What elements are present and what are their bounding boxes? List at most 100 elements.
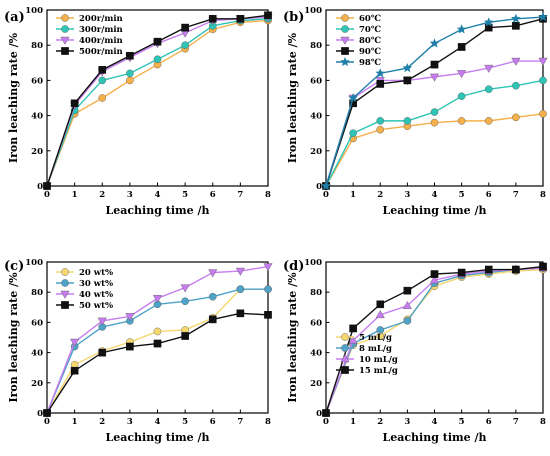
- data-point: [538, 57, 548, 66]
- data-point: [180, 284, 190, 293]
- y-tick-label: 100: [25, 258, 43, 268]
- legend-marker: [61, 279, 69, 287]
- data-point: [181, 332, 189, 340]
- data-point: [125, 313, 135, 322]
- x-tick-label: 6: [210, 417, 216, 427]
- data-point: [348, 92, 358, 103]
- y-tick-label: 0: [37, 409, 43, 419]
- data-point: [375, 310, 385, 319]
- legend-marker: [341, 366, 349, 374]
- data-point: [126, 69, 134, 78]
- y-tick-label: 100: [304, 258, 322, 268]
- legend-marker: [341, 47, 349, 55]
- x-tick-label: 0: [323, 417, 329, 427]
- data-point: [456, 24, 467, 34]
- y-tick-label: 60: [310, 76, 322, 86]
- series-15-ml-g: [322, 262, 547, 417]
- data-point: [264, 11, 272, 20]
- data-point: [349, 129, 357, 137]
- legend-label: 70℃: [359, 25, 381, 35]
- data-point: [376, 326, 385, 334]
- legend: 5 mL/g8 mL/g10 mL/g15 mL/g: [336, 333, 398, 376]
- data-point: [349, 324, 357, 333]
- x-tick-label: 0: [44, 417, 50, 427]
- x-tick-label: 4: [432, 417, 438, 427]
- legend-label: 200r/min: [79, 14, 123, 24]
- series-50-wt: [43, 309, 272, 417]
- data-point: [403, 286, 412, 295]
- data-point: [376, 125, 385, 134]
- y-tick-label: 20: [310, 147, 322, 157]
- data-point: [538, 11, 548, 22]
- x-tick-label: 6: [486, 190, 492, 200]
- legend-marker: [340, 56, 350, 67]
- series-line: [325, 79, 544, 187]
- legend-marker: [341, 14, 349, 22]
- x-tick-label: 0: [323, 190, 329, 200]
- data-point: [97, 317, 107, 326]
- legend-label: 40 wt%: [79, 290, 113, 300]
- series-30-wt: [43, 285, 272, 417]
- data-point: [512, 113, 520, 122]
- data-point: [70, 338, 80, 347]
- x-tick-label: 4: [155, 417, 161, 427]
- data-point: [429, 73, 440, 82]
- y-axis-label: Iron leaching rate /%: [286, 32, 299, 163]
- data-point: [429, 38, 440, 48]
- data-point: [264, 311, 272, 319]
- data-point: [512, 265, 520, 274]
- x-tick-label: 1: [72, 417, 78, 427]
- legend-label: 50 wt%: [79, 301, 113, 311]
- data-point: [152, 295, 163, 304]
- legend-marker: [61, 47, 69, 55]
- data-point: [208, 14, 217, 23]
- y-tick-label: 20: [31, 379, 43, 389]
- y-tick-label: 20: [310, 379, 322, 389]
- legend-label: 8 mL/g: [359, 344, 392, 354]
- y-tick-label: 60: [310, 318, 322, 328]
- data-point: [208, 269, 218, 278]
- data-point: [403, 317, 412, 325]
- x-tick-label: 5: [459, 417, 465, 427]
- x-tick-label: 1: [350, 417, 356, 427]
- data-point: [457, 117, 466, 125]
- legend-marker: [341, 25, 349, 33]
- data-point: [181, 297, 189, 306]
- y-tick-label: 20: [31, 147, 43, 157]
- data-point: [98, 66, 107, 74]
- data-point: [430, 270, 439, 278]
- x-tick-label: 5: [459, 190, 465, 200]
- data-point: [263, 263, 273, 272]
- data-point: [539, 262, 547, 271]
- data-point: [376, 80, 385, 88]
- x-tick-label: 0: [44, 190, 50, 200]
- data-point: [457, 43, 466, 51]
- legend-marker: [340, 36, 350, 45]
- data-point: [126, 76, 134, 85]
- y-axis-label: Iron leaching rate /%: [7, 32, 20, 163]
- x-tick-label: 7: [237, 417, 243, 427]
- data-point: [98, 94, 107, 102]
- legend-marker: [341, 333, 349, 341]
- x-tick-label: 1: [72, 190, 78, 200]
- x-tick-label: 7: [237, 190, 243, 200]
- y-tick-label: 40: [31, 112, 43, 122]
- data-point: [322, 409, 330, 417]
- y-tick-label: 40: [31, 349, 43, 359]
- y-tick-label: 100: [25, 6, 43, 16]
- data-point: [153, 37, 162, 46]
- legend-label: 300r/min: [79, 25, 123, 35]
- x-axis-label: Leaching time /h: [383, 204, 487, 217]
- x-tick-label: 4: [432, 190, 438, 200]
- data-point: [70, 99, 79, 108]
- data-point: [126, 342, 134, 351]
- x-tick-label: 7: [513, 417, 519, 427]
- legend-label: 20 wt%: [79, 268, 113, 278]
- data-point: [126, 51, 134, 60]
- y-axis-label: Iron leaching rate /%: [7, 272, 20, 403]
- legend-label: 30 wt%: [79, 279, 113, 289]
- x-tick-label: 8: [265, 190, 271, 200]
- legend-marker: [340, 354, 350, 363]
